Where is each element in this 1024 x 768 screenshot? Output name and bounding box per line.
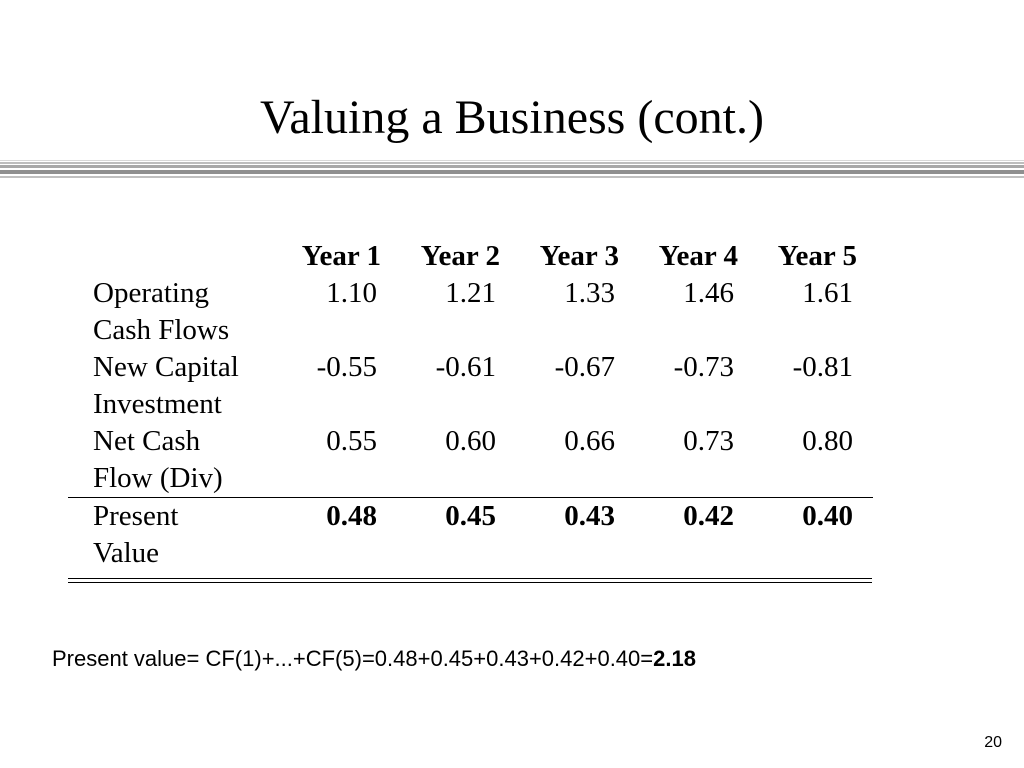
title-divider-4 [0, 170, 1024, 174]
row-label-line1: Operating [93, 277, 209, 309]
table-row-present-value: Present Value 0.48 0.45 0.43 0.42 0.40 [68, 497, 873, 572]
title-divider-1 [0, 160, 1024, 161]
present-value-formula: Present value= CF(1)+...+CF(5)=0.48+0.45… [52, 645, 696, 673]
row-label: New Capital Investment [68, 349, 278, 423]
table-bottom-rule-2 [68, 582, 872, 583]
cell-value: 0.60 [445, 425, 496, 457]
title-divider-3 [0, 165, 1024, 168]
page-number: 20 [984, 734, 1002, 751]
cell-value: 1.61 [802, 277, 853, 309]
header-year-2: Year 2 [420, 240, 500, 272]
row-label-line2: Investment [93, 388, 222, 420]
row-label-line1: Net Cash [93, 425, 201, 457]
cell-value: 0.48 [278, 497, 397, 572]
cell-value: 1.10 [326, 277, 377, 309]
table-header-row: Year 1 Year 2 Year 3 Year 4 Year 5 [68, 238, 873, 275]
cell-value: -0.67 [554, 351, 615, 383]
table-row-operating-cash-flows: Operating Cash Flows 1.10 1.21 1.33 1.46… [68, 275, 873, 349]
header-year-5: Year 5 [777, 240, 857, 272]
cell-value: 0.40 [754, 497, 873, 572]
header-empty [68, 238, 278, 275]
table-row-new-capital-investment: New Capital Investment -0.55 -0.61 -0.67… [68, 349, 873, 423]
cell-value: 1.46 [683, 277, 734, 309]
row-label-line1: New Capital [93, 351, 239, 383]
row-label: Operating Cash Flows [68, 275, 278, 349]
cell-value: 0.73 [683, 425, 734, 457]
header-year-3: Year 3 [539, 240, 619, 272]
cell-value: 0.45 [397, 497, 516, 572]
title-divider-2 [0, 162, 1024, 164]
cell-value: 0.42 [635, 497, 754, 572]
cash-flow-table: Year 1 Year 2 Year 3 Year 4 Year 5 Opera… [68, 238, 873, 572]
table-bottom-rule-1 [68, 578, 872, 579]
cell-value: 0.43 [516, 497, 635, 572]
cell-value: 0.80 [802, 425, 853, 457]
row-label-line1: Present [93, 500, 179, 532]
cell-value: 1.21 [445, 277, 496, 309]
formula-text: Present value= CF(1)+...+CF(5)=0.48+0.45… [52, 646, 654, 671]
row-label-line2: Value [93, 537, 160, 569]
table-row-net-cash-flow: Net Cash Flow (Div) 0.55 0.60 0.66 0.73 … [68, 423, 873, 498]
header-year-1: Year 1 [301, 240, 381, 272]
header-year-4: Year 4 [658, 240, 738, 272]
row-label-line2: Cash Flows [93, 314, 230, 346]
cell-value: 0.66 [564, 425, 615, 457]
cell-value: -0.81 [792, 351, 853, 383]
cell-value: 1.33 [564, 277, 615, 309]
row-label: Net Cash Flow (Div) [68, 423, 278, 498]
slide-title: Valuing a Business (cont.) [260, 91, 764, 144]
cell-value: -0.73 [673, 351, 734, 383]
title-divider-5 [0, 176, 1024, 178]
cell-value: 0.55 [326, 425, 377, 457]
cell-value: -0.61 [435, 351, 496, 383]
formula-result: 2.18 [653, 646, 696, 671]
row-label: Present Value [68, 497, 278, 572]
row-label-line2: Flow (Div) [93, 462, 223, 494]
cell-value: -0.55 [316, 351, 377, 383]
